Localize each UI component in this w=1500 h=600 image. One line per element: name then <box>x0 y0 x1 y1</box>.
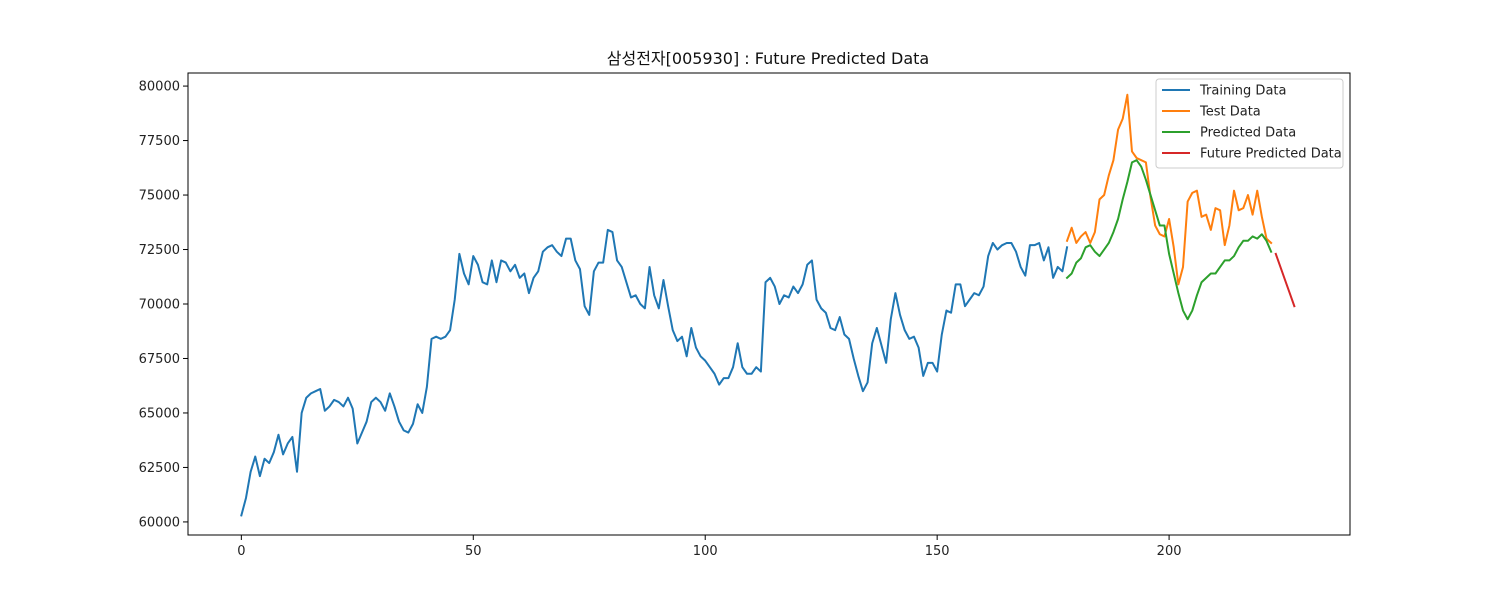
y-tick-label-0: 60000 <box>139 515 180 530</box>
y-tick-label-7: 77500 <box>139 134 180 149</box>
y-tick-label-5: 72500 <box>139 243 180 258</box>
plot-lines <box>240 93 1296 517</box>
x-tick-label-0: 0 <box>237 544 245 559</box>
series-line-0 <box>240 228 1069 517</box>
series-line-3 <box>1274 252 1296 308</box>
y-tick-label-2: 65000 <box>139 406 180 421</box>
y-tick-label-8: 80000 <box>139 80 180 95</box>
y-tick-label-4: 70000 <box>139 298 180 313</box>
y-axis: 60000 62500 65000 67500 70000 72500 75000 77500… <box>139 80 188 530</box>
legend-box <box>1155 78 1344 169</box>
x-tick-label-3: 150 <box>925 544 950 559</box>
legend-label-3: Future Predicted Data <box>1200 147 1342 162</box>
legend-label-1: Test Data <box>1199 105 1261 120</box>
legend-label-0: Training Data <box>1199 84 1286 99</box>
chart-title: 삼성전자[005930] : Future Predicted Data <box>607 49 929 68</box>
x-axis: 0 50 100 150 200 <box>237 535 1182 559</box>
y-tick-label-1: 62500 <box>139 461 180 476</box>
y-tick-label-3: 67500 <box>139 352 180 367</box>
x-tick-label-2: 100 <box>693 544 718 559</box>
y-tick-label-6: 75000 <box>139 189 180 204</box>
series-line-1 <box>1065 93 1273 286</box>
legend: Training Data Test Data Predicted Data Futu… <box>1155 78 1344 169</box>
series-line-2 <box>1065 159 1273 321</box>
x-tick-label-1: 50 <box>465 544 482 559</box>
legend-label-2: Predicted Data <box>1200 126 1296 141</box>
x-tick-label-4: 200 <box>1157 544 1182 559</box>
